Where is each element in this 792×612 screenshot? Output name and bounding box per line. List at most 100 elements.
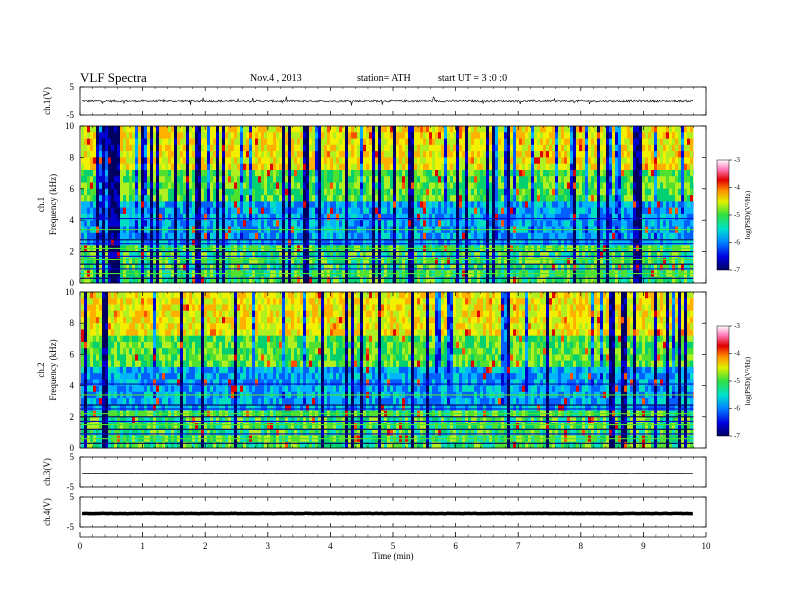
spectrogram-cell [651,232,654,240]
spectrogram-cell [396,163,399,171]
spectrogram-cell [303,207,306,215]
spectrogram-cell [99,126,102,133]
spectrogram-cell [195,151,198,158]
spectrogram-cell [603,188,606,196]
spectrogram-cell [402,132,405,140]
spectrogram-cell [120,239,123,246]
spectrogram-cell [399,276,402,284]
spectrogram-cell [228,144,231,152]
spectrogram-cell [405,239,408,246]
spectrogram-cell [516,276,519,284]
spectrogram-cell [237,163,240,171]
spectrogram-cell [459,213,462,221]
spectrogram-cell [105,257,108,265]
spectrogram-cell [258,207,261,215]
spectrogram-cell [498,239,501,246]
spectrogram-cell [612,151,615,158]
spectrogram-cell [276,132,279,140]
spectrogram-cell [183,257,186,265]
spectrogram-cell [375,151,378,158]
spectrogram-cell [492,182,495,190]
spectrogram-cell [105,220,108,227]
spectrogram-cell [642,264,645,271]
spectrogram-cell [348,132,351,140]
spectrogram-cell [285,182,288,190]
spectrogram-cell [192,276,195,284]
spectrogram-cell [132,138,135,146]
spectrogram-cell [591,251,594,259]
spectrogram-cell [540,257,543,265]
spectrogram-cell [96,188,99,196]
spectrogram-cell [102,151,105,158]
spectrogram-cell [420,138,423,146]
spectrogram-cell [270,151,273,158]
spectrogram-cell [618,176,621,183]
spectrogram-cell [105,132,108,140]
spectrogram-cell [249,213,252,221]
spectrogram-cell [324,170,327,177]
spectrogram-cell [111,251,114,259]
spectrogram-cell [627,144,630,152]
spectrogram-cell [159,232,162,240]
spectrogram-cell [411,251,414,259]
spectrogram-cell [138,207,141,215]
spectrogram-cell [162,138,165,146]
spectrogram-cell [564,220,567,227]
spectrogram-cell [324,232,327,240]
spectrogram-cell [180,188,183,196]
spectrogram-cell [168,251,171,259]
spectrogram-cell [648,239,651,246]
spectrogram-cell [588,220,591,227]
spectrogram-cell [588,232,591,240]
spectrogram-cell [558,220,561,227]
spectrogram-cell [615,163,618,171]
spectrogram-cell [141,213,144,221]
spectrogram-cell [336,201,339,209]
spectrogram-cell [351,264,354,271]
spectrogram-cell [531,220,534,227]
spectrogram-cell [540,264,543,271]
spectrogram-cell [618,157,621,165]
spectrogram-cell [579,264,582,271]
spectrogram-cell [525,232,528,240]
spectrogram-cell [402,239,405,246]
spectrogram-cell [573,257,576,265]
spectrogram-cell [429,201,432,209]
spectrogram-cell [642,132,645,140]
spectrogram-cell [498,188,501,196]
spectrogram-cell [405,151,408,158]
spectrogram-cell [360,157,363,165]
spectrogram-cell [627,264,630,271]
spectrogram-cell [507,239,510,246]
spectrogram-cell [135,157,138,165]
spectrogram-cell [231,264,234,271]
spectrogram-cell [291,257,294,265]
spectrogram-cell [594,138,597,146]
spectrogram-cell [246,188,249,196]
spectrogram-cell [195,276,198,284]
spectrogram-cell [345,188,348,196]
spectrogram-cell [288,257,291,265]
spectrogram-cell [273,239,276,246]
spectrogram-cell [168,144,171,152]
spectrogram-cell [522,201,525,209]
spectrogram-cell [291,207,294,215]
spectrogram-cell [519,207,522,215]
spectrogram-cell [576,126,579,133]
spectrogram-cell [330,151,333,158]
spectrogram-cell [423,195,426,202]
spectrogram-cell [123,157,126,165]
spectrogram-cell [423,144,426,152]
spectrogram-cell [615,232,618,240]
spectrogram-cell [192,157,195,165]
spectrogram-cell [336,138,339,146]
spectrogram-cell [174,257,177,265]
spectrogram-cell [123,163,126,171]
spectrogram-cell [237,151,240,158]
spectrogram-cell [291,176,294,183]
spectrogram-cell [354,257,357,265]
spectrogram-cell [591,207,594,215]
spectrogram-cell [654,188,657,196]
spectrogram-cell [516,232,519,240]
spectrogram-cell [609,157,612,165]
